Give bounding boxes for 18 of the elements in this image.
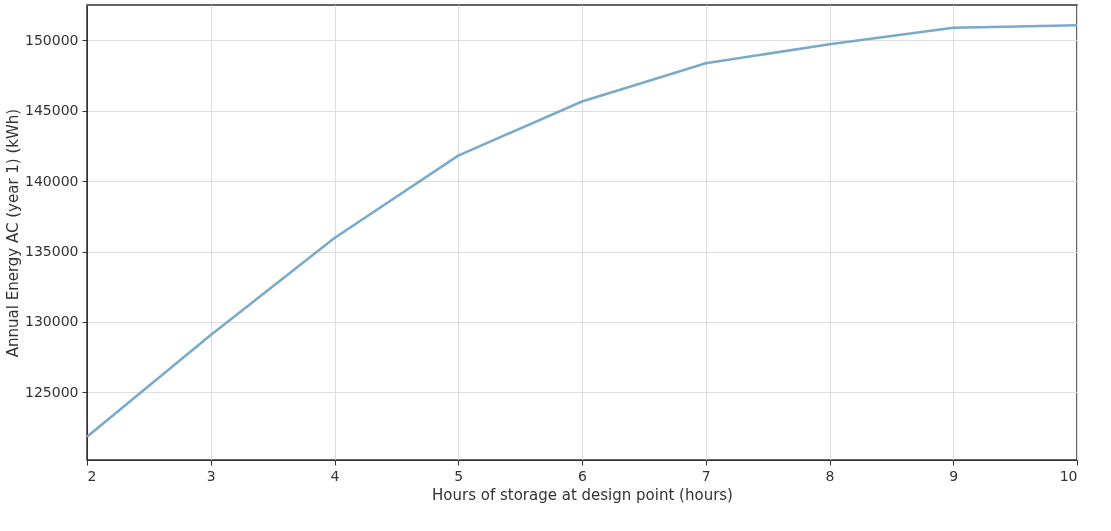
line-series bbox=[85, 24, 1079, 439]
x-tick-label: 4 bbox=[330, 467, 340, 484]
y-tick-label: 140000 bbox=[25, 172, 79, 189]
x-tick-label: 5 bbox=[454, 467, 464, 484]
x-tick-label: 9 bbox=[949, 467, 959, 484]
y-tick-label: 130000 bbox=[25, 313, 79, 330]
x-tick-label: 7 bbox=[701, 467, 711, 484]
x-tick-label: 3 bbox=[206, 467, 216, 484]
x-tick-label: 6 bbox=[578, 467, 588, 484]
y-axis-title: Annual Energy AC (year 1) (kWh) bbox=[4, 108, 23, 358]
y-tick-label: 150000 bbox=[25, 31, 79, 48]
x-tick-label: 2 bbox=[87, 467, 97, 484]
y-tick-label: 135000 bbox=[25, 243, 79, 260]
y-tick-label: 145000 bbox=[25, 102, 79, 119]
y-tick-label: 125000 bbox=[25, 383, 79, 400]
x-tick-label: 8 bbox=[825, 467, 835, 484]
x-axis-title: Hours of storage at design point (hours) bbox=[432, 485, 733, 504]
x-tick-label: 10 bbox=[1059, 467, 1078, 484]
